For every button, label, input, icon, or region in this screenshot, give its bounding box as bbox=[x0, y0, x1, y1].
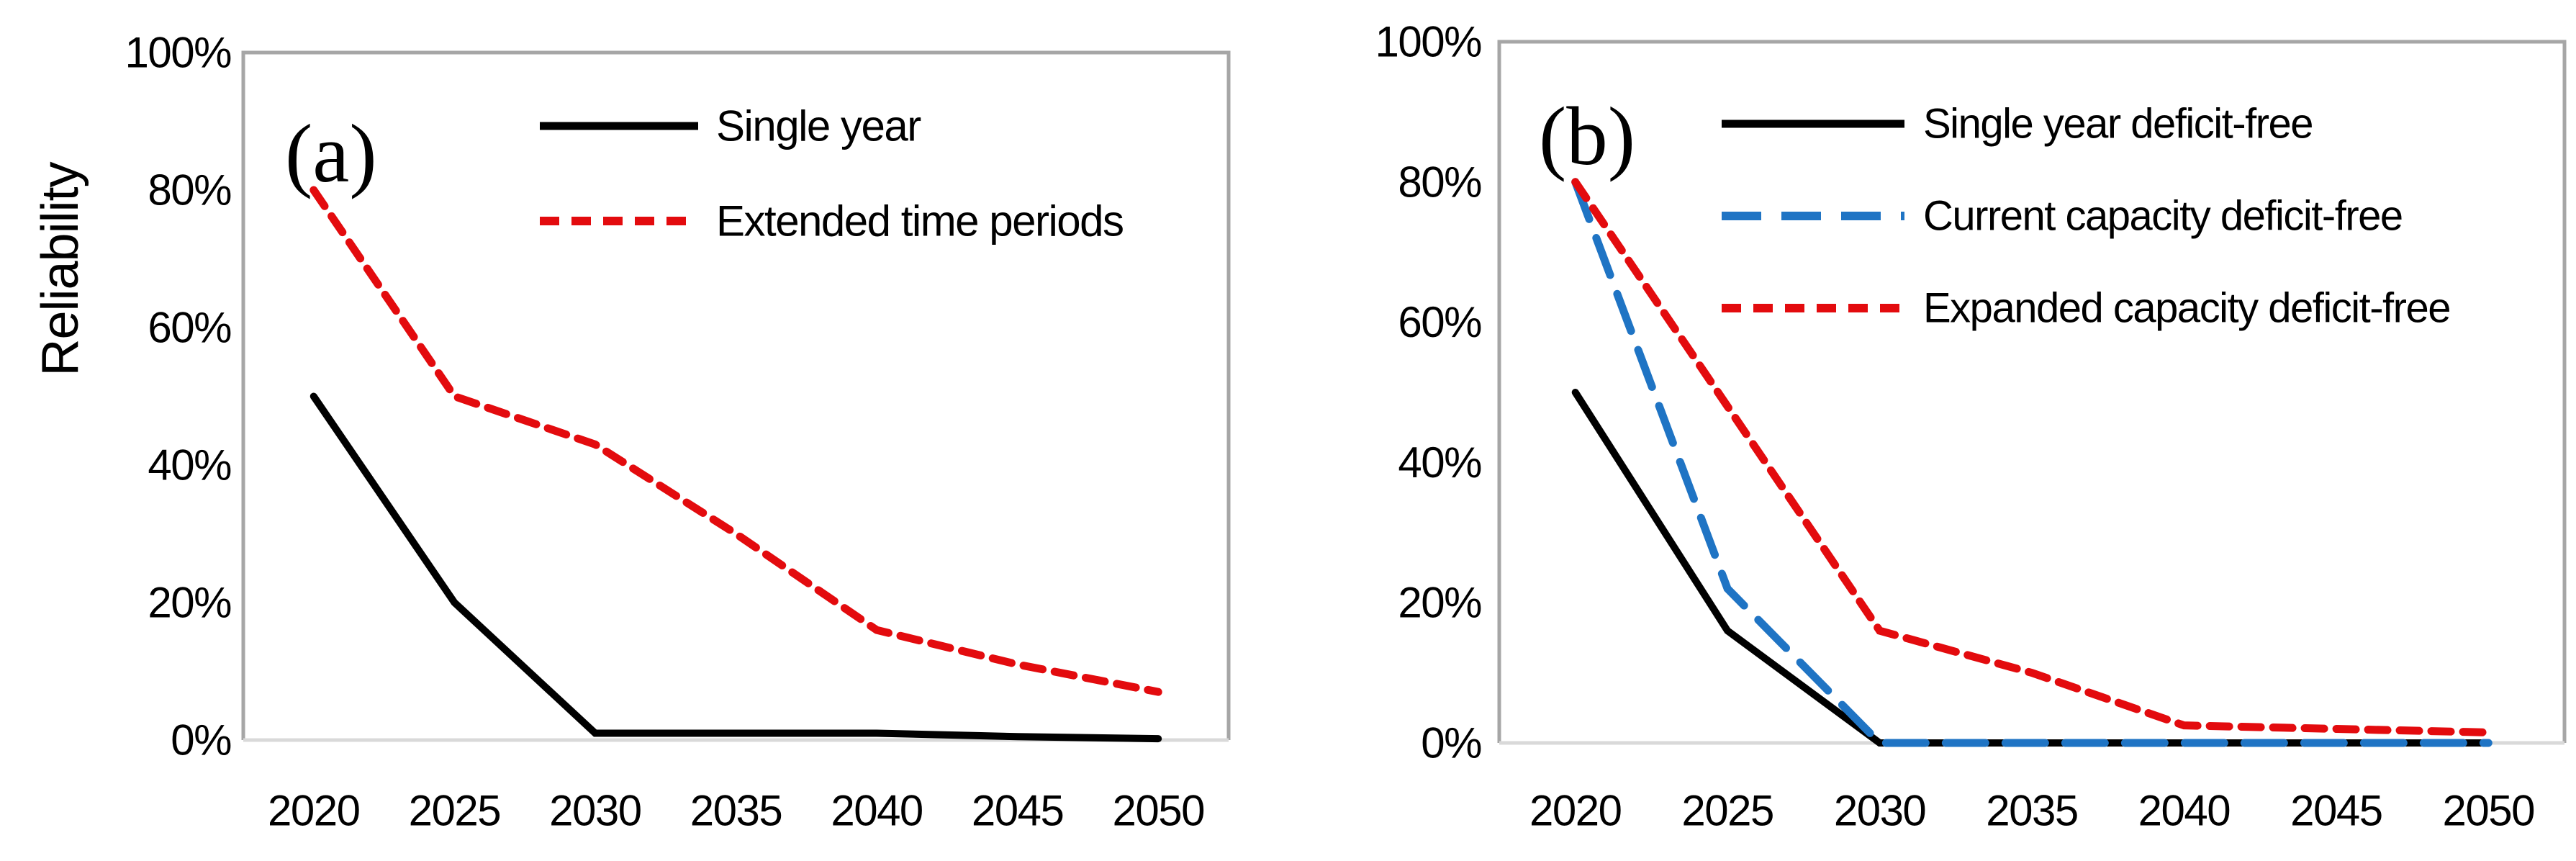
y-tick-label: 80% bbox=[1398, 158, 1481, 206]
plot-border bbox=[241, 50, 1231, 740]
x-tick-label: 2045 bbox=[972, 787, 1063, 835]
y-axis-title: Reliability bbox=[32, 161, 89, 376]
y-tick-label: 40% bbox=[1398, 438, 1481, 487]
series-line bbox=[309, 186, 1162, 696]
panel-label: (a) bbox=[285, 108, 377, 199]
chart-panel-b: 0% 20% 40% 60% 80% 100% 2020 2025 2030 2035 2040 20… bbox=[1375, 18, 2567, 835]
x-tick-label: 2020 bbox=[268, 787, 360, 835]
x-tick-label: 2030 bbox=[1834, 787, 1926, 835]
series-line bbox=[309, 392, 1162, 743]
x-tick-label: 2035 bbox=[690, 787, 782, 835]
series-line bbox=[1571, 178, 2493, 736]
series-line bbox=[1571, 178, 2493, 747]
y-tick-label: 0% bbox=[1421, 719, 1481, 767]
chart-panel-a: 0% 20% 40% 60% 80% 100% 2020 2025 2030 2035 2040 20… bbox=[32, 29, 1231, 835]
legend-label: Single year deficit-free bbox=[1923, 101, 2313, 148]
y-tick-label: 60% bbox=[148, 304, 231, 352]
y-tick-label: 0% bbox=[171, 716, 231, 765]
y-tick-label: 60% bbox=[1398, 298, 1481, 346]
legend-label: Expanded capacity deficit-free bbox=[1923, 285, 2450, 332]
x-tick-label: 2045 bbox=[2290, 787, 2382, 835]
series-line bbox=[1571, 389, 2493, 747]
y-tick-label: 40% bbox=[148, 441, 231, 490]
legend-label: Extended time periods bbox=[716, 197, 1124, 245]
legend-label: Current capacity deficit-free bbox=[1923, 193, 2403, 240]
x-tick-label: 2035 bbox=[1986, 787, 2077, 835]
legend-label: Single year bbox=[716, 102, 921, 150]
x-tick-label: 2040 bbox=[831, 787, 923, 835]
x-tick-label: 2025 bbox=[409, 787, 500, 835]
x-tick-label: 2040 bbox=[2138, 787, 2231, 835]
x-tick-label: 2050 bbox=[2443, 787, 2535, 835]
x-tick-label: 2050 bbox=[1112, 787, 1204, 835]
plot-border bbox=[1497, 40, 2567, 743]
x-tick-label: 2030 bbox=[549, 787, 641, 835]
x-tick-label: 2020 bbox=[1529, 787, 1622, 835]
y-tick-label: 20% bbox=[148, 579, 231, 627]
y-tick-label: 20% bbox=[1398, 579, 1481, 627]
x-tick-label: 2025 bbox=[1681, 787, 1773, 835]
y-tick-label: 100% bbox=[1375, 18, 1482, 66]
panel-label: (b) bbox=[1539, 91, 1635, 182]
y-tick-label: 100% bbox=[125, 29, 232, 77]
y-tick-label: 80% bbox=[148, 166, 231, 215]
